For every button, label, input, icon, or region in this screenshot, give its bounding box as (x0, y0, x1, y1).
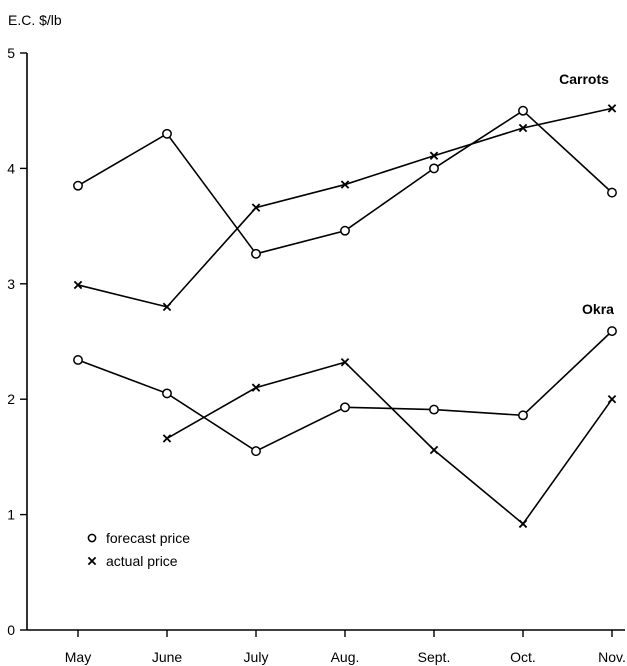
carrots-actual-point (429, 151, 439, 160)
y-tick-label: 2 (7, 391, 15, 407)
okra-forecast-point (429, 404, 439, 415)
legend-forecast-marker (87, 533, 97, 543)
carrots-actual-point (73, 280, 83, 290)
x-ticks: May June July Aug. Sept. Oct. Nov. (65, 630, 626, 665)
x-tick-label: Sept. (418, 649, 451, 665)
carrots-forecast-point (518, 105, 528, 116)
carrots-forecast-point (73, 180, 83, 191)
okra-actual-point (429, 445, 439, 455)
okra-forecast-point (340, 402, 350, 413)
okra-actual-point (607, 394, 617, 404)
carrots-forecast-point (251, 248, 261, 259)
y-tick-label: 1 (7, 507, 15, 523)
carrots-actual-point (162, 302, 172, 312)
carrots-forecast-point (340, 225, 350, 236)
carrots-label: Carrots (559, 71, 609, 87)
okra-forecast-point (607, 326, 617, 337)
x-tick-label: June (152, 649, 183, 665)
okra-actual-point (162, 434, 172, 443)
x-tick-label: Oct. (510, 649, 536, 665)
y-tick-label: 3 (7, 276, 15, 292)
okra-actual-line (166, 361, 613, 525)
legend-forecast-label: forecast price (106, 530, 190, 546)
okra-forecast-point (73, 355, 83, 365)
y-ticks: 0 1 2 3 4 5 (7, 45, 27, 638)
carrots-actual-point (518, 123, 528, 133)
okra-actual-point (340, 358, 350, 367)
carrots-actual-point (340, 180, 350, 189)
series-layer (73, 104, 617, 529)
legend: forecast price actual price (87, 530, 190, 569)
okra-forecast-point (518, 410, 528, 421)
okra-actual-point (518, 519, 528, 529)
y-axis-label: E.C. $/lb (8, 12, 62, 28)
okra-forecast-line (77, 330, 613, 453)
okra-forecast-point (162, 388, 172, 399)
y-tick-label: 4 (7, 160, 15, 176)
carrots-actual-point (251, 203, 261, 212)
okra-actual-point (251, 383, 261, 392)
y-tick-label: 5 (7, 45, 15, 61)
x-tick-label: Nov. (598, 649, 626, 665)
carrots-actual-point (607, 104, 617, 113)
x-tick-label: July (244, 649, 269, 665)
carrots-forecast-point (607, 187, 617, 198)
y-tick-label: 0 (7, 622, 15, 638)
okra-forecast-point (251, 446, 261, 457)
carrots-forecast-point (162, 128, 172, 139)
okra-label: Okra (582, 301, 614, 317)
carrots-forecast-point (429, 163, 439, 174)
legend-actual-marker (87, 556, 97, 566)
x-tick-label: Aug. (331, 649, 360, 665)
x-tick-label: May (65, 649, 91, 665)
legend-actual-label: actual price (106, 553, 178, 569)
